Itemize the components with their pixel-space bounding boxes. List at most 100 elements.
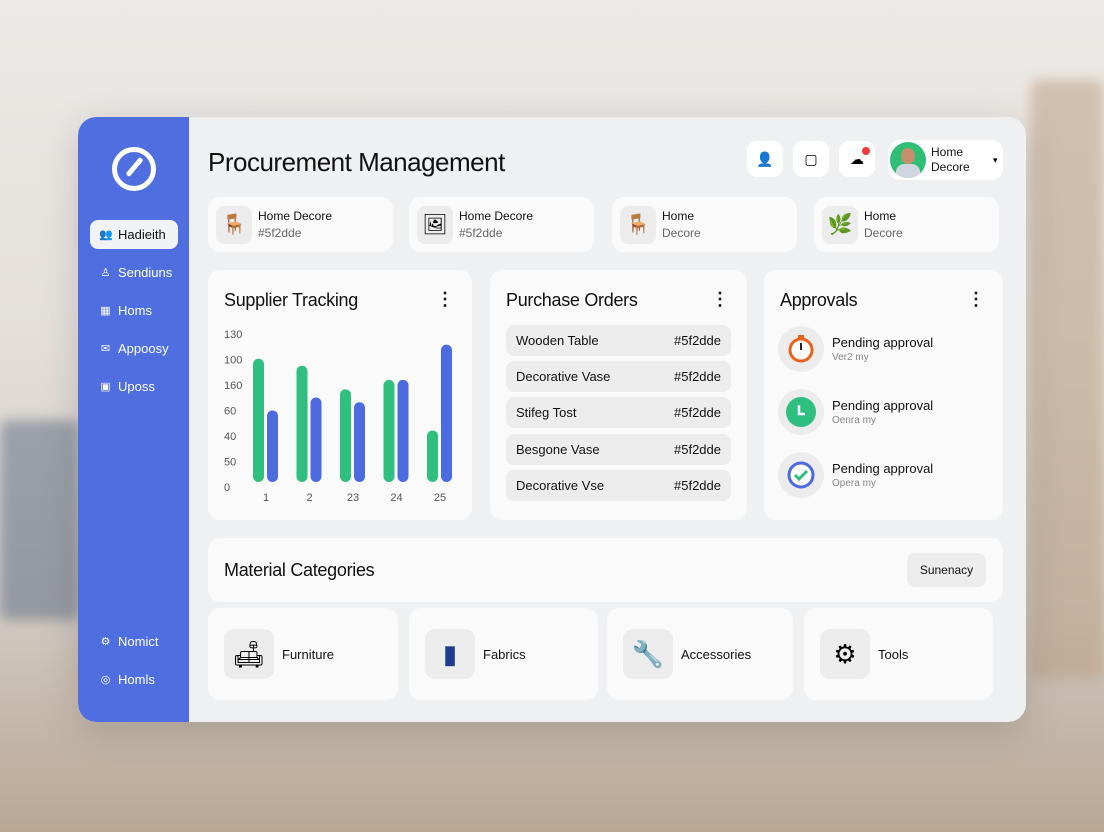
approval-item[interactable]: Pending approval Opera my bbox=[778, 452, 933, 498]
tile-title: Home Decore bbox=[258, 209, 333, 223]
bar bbox=[354, 402, 365, 482]
background-shelf bbox=[1030, 80, 1104, 680]
more-options-icon[interactable]: ⋮ bbox=[711, 289, 729, 309]
x-tick-label: 23 bbox=[347, 492, 359, 504]
order-name: Wooden Table bbox=[516, 333, 599, 348]
gear-icon: ⚙ bbox=[100, 635, 111, 648]
sidebar-item-label: Appoosy bbox=[118, 341, 169, 356]
category-card-accessories[interactable]: 🔧 Accessories bbox=[607, 608, 793, 700]
x-tick-label: 1 bbox=[263, 492, 269, 504]
approval-label: Pending approval bbox=[832, 398, 934, 413]
logo-icon bbox=[112, 147, 156, 191]
tile-title: Home Decore bbox=[459, 209, 534, 223]
approval-sub: Oenra my bbox=[832, 415, 876, 426]
category-card-tools[interactable]: ⚙ Tools bbox=[804, 608, 993, 700]
clock-check-icon bbox=[778, 452, 824, 498]
bar bbox=[427, 430, 438, 482]
tile-title: Home bbox=[662, 209, 695, 223]
bar bbox=[253, 358, 264, 482]
user-group-icon: ♙ bbox=[100, 266, 111, 279]
card-title: Purchase Orders bbox=[506, 290, 638, 310]
armchair-icon: 🛋 bbox=[224, 629, 274, 679]
y-tick-label: 130 bbox=[224, 329, 242, 341]
bell-icon: ▢ bbox=[804, 150, 818, 167]
notification-badge bbox=[862, 147, 870, 155]
notifications-button[interactable]: ▢ bbox=[793, 141, 829, 177]
summary-tile[interactable]: 🌿 Home Decore bbox=[814, 197, 999, 252]
approval-sub: Opera my bbox=[832, 478, 876, 489]
approval-item[interactable]: Pending approval Oenra my bbox=[778, 389, 933, 435]
app-window: 👥 Hadieith ♙ Sendiuns ▦ Homs ✉ Appoosy ▣ Upos… bbox=[78, 117, 1026, 722]
order-name: Stifeg Tost bbox=[516, 405, 577, 420]
archive-icon: ▣ bbox=[100, 380, 111, 393]
purchase-orders-card: Purchase Orders ⋮ Wooden Table #5f2dde De… bbox=[490, 270, 747, 520]
sidebar-item-homls[interactable]: ◎ Homls bbox=[90, 665, 178, 694]
sidebar-item-label: Nomict bbox=[118, 634, 159, 649]
tile-subtitle: #5f2dde bbox=[258, 226, 302, 240]
tile-subtitle: #5f2dde bbox=[459, 226, 503, 240]
summary-tile[interactable]: 🪑 Home Decore bbox=[612, 197, 797, 252]
y-tick-label: 0 bbox=[224, 482, 230, 494]
sidebar-item-hadieith[interactable]: 👥 Hadieith bbox=[90, 220, 178, 249]
sidebar-item-nomict[interactable]: ⚙ Nomict bbox=[90, 627, 178, 656]
category-card-furniture[interactable]: 🛋 Furniture bbox=[208, 608, 398, 700]
bar bbox=[441, 344, 452, 482]
order-row[interactable]: Wooden Table #5f2dde bbox=[506, 325, 731, 356]
pliers-icon: 🔧 bbox=[623, 629, 673, 679]
bar bbox=[310, 397, 322, 482]
order-row[interactable]: Besgone Vase #5f2dde bbox=[506, 434, 731, 465]
mail-icon: ✉ bbox=[100, 342, 111, 355]
category-card-fabrics[interactable]: ▮ Fabrics bbox=[409, 608, 598, 700]
order-name: Decorative Vase bbox=[516, 369, 611, 384]
y-tick-label: 50 bbox=[224, 457, 236, 469]
order-row[interactable]: Decorative Vse #5f2dde bbox=[506, 470, 731, 501]
order-code: #5f2dde bbox=[674, 442, 721, 457]
contacts-button[interactable]: 👤 bbox=[747, 141, 783, 177]
approval-item[interactable]: Pending approval Ver2 my bbox=[778, 326, 933, 372]
approval-label: Pending approval bbox=[832, 335, 934, 350]
material-categories-header: Material Categories Sunenacy bbox=[208, 538, 1003, 602]
machine-icon: ⚙ bbox=[820, 629, 870, 679]
user-menu[interactable]: Home Decore ▾ bbox=[888, 140, 1003, 180]
clock-icon bbox=[778, 389, 824, 435]
order-code: #5f2dde bbox=[674, 478, 721, 493]
order-name: Decorative Vse bbox=[516, 478, 605, 493]
order-code: #5f2dde bbox=[674, 405, 721, 420]
y-tick-label: 160 bbox=[224, 380, 242, 392]
order-row[interactable]: Decorative Vase #5f2dde bbox=[506, 361, 731, 392]
y-tick-label: 60 bbox=[224, 406, 236, 418]
sidebar: 👥 Hadieith ♙ Sendiuns ▦ Homs ✉ Appoosy ▣ Upos… bbox=[78, 117, 189, 722]
summary-tile[interactable]: 🪑 Home Decore #5f2dde bbox=[208, 197, 393, 252]
sidebar-item-label: Sendiuns bbox=[118, 265, 173, 280]
grid-icon: ▦ bbox=[100, 304, 111, 317]
sidebar-item-label: Homls bbox=[118, 672, 155, 687]
approval-sub: Ver2 my bbox=[832, 352, 869, 363]
avatar bbox=[890, 142, 926, 178]
sidebar-item-homs[interactable]: ▦ Homs bbox=[90, 296, 178, 325]
user-icon: 👤 bbox=[756, 150, 774, 167]
more-options-icon[interactable]: ⋮ bbox=[436, 289, 454, 309]
messages-button[interactable]: ☁ bbox=[839, 141, 875, 177]
summary-tile[interactable]: 🖼 Home Decore #5f2dde bbox=[409, 197, 594, 252]
background-sofa bbox=[0, 420, 80, 620]
category-label: Accessories bbox=[681, 646, 752, 662]
category-label: Fabrics bbox=[483, 646, 526, 662]
bar bbox=[383, 379, 395, 482]
sidebar-item-uposs[interactable]: ▣ Uposs bbox=[90, 372, 178, 401]
bar bbox=[340, 389, 351, 482]
compass-icon: ◎ bbox=[100, 673, 111, 686]
order-row[interactable]: Stifeg Tost #5f2dde bbox=[506, 397, 731, 428]
category-label: Furniture bbox=[282, 646, 335, 662]
card-title: Supplier Tracking bbox=[224, 290, 358, 310]
more-options-icon[interactable]: ⋮ bbox=[967, 289, 985, 309]
order-code: #5f2dde bbox=[674, 333, 721, 348]
bar bbox=[296, 365, 308, 482]
sidebar-item-appoosy[interactable]: ✉ Appoosy bbox=[90, 334, 178, 363]
category-label: Tools bbox=[878, 646, 909, 662]
sidebar-item-sendiuns[interactable]: ♙ Sendiuns bbox=[90, 258, 178, 287]
page-title: Procurement Management bbox=[208, 147, 505, 177]
bar bbox=[397, 379, 409, 482]
summary-button[interactable]: Sunenacy bbox=[907, 553, 986, 587]
tile-subtitle: Decore bbox=[662, 226, 701, 240]
card-title: Approvals bbox=[780, 290, 858, 310]
